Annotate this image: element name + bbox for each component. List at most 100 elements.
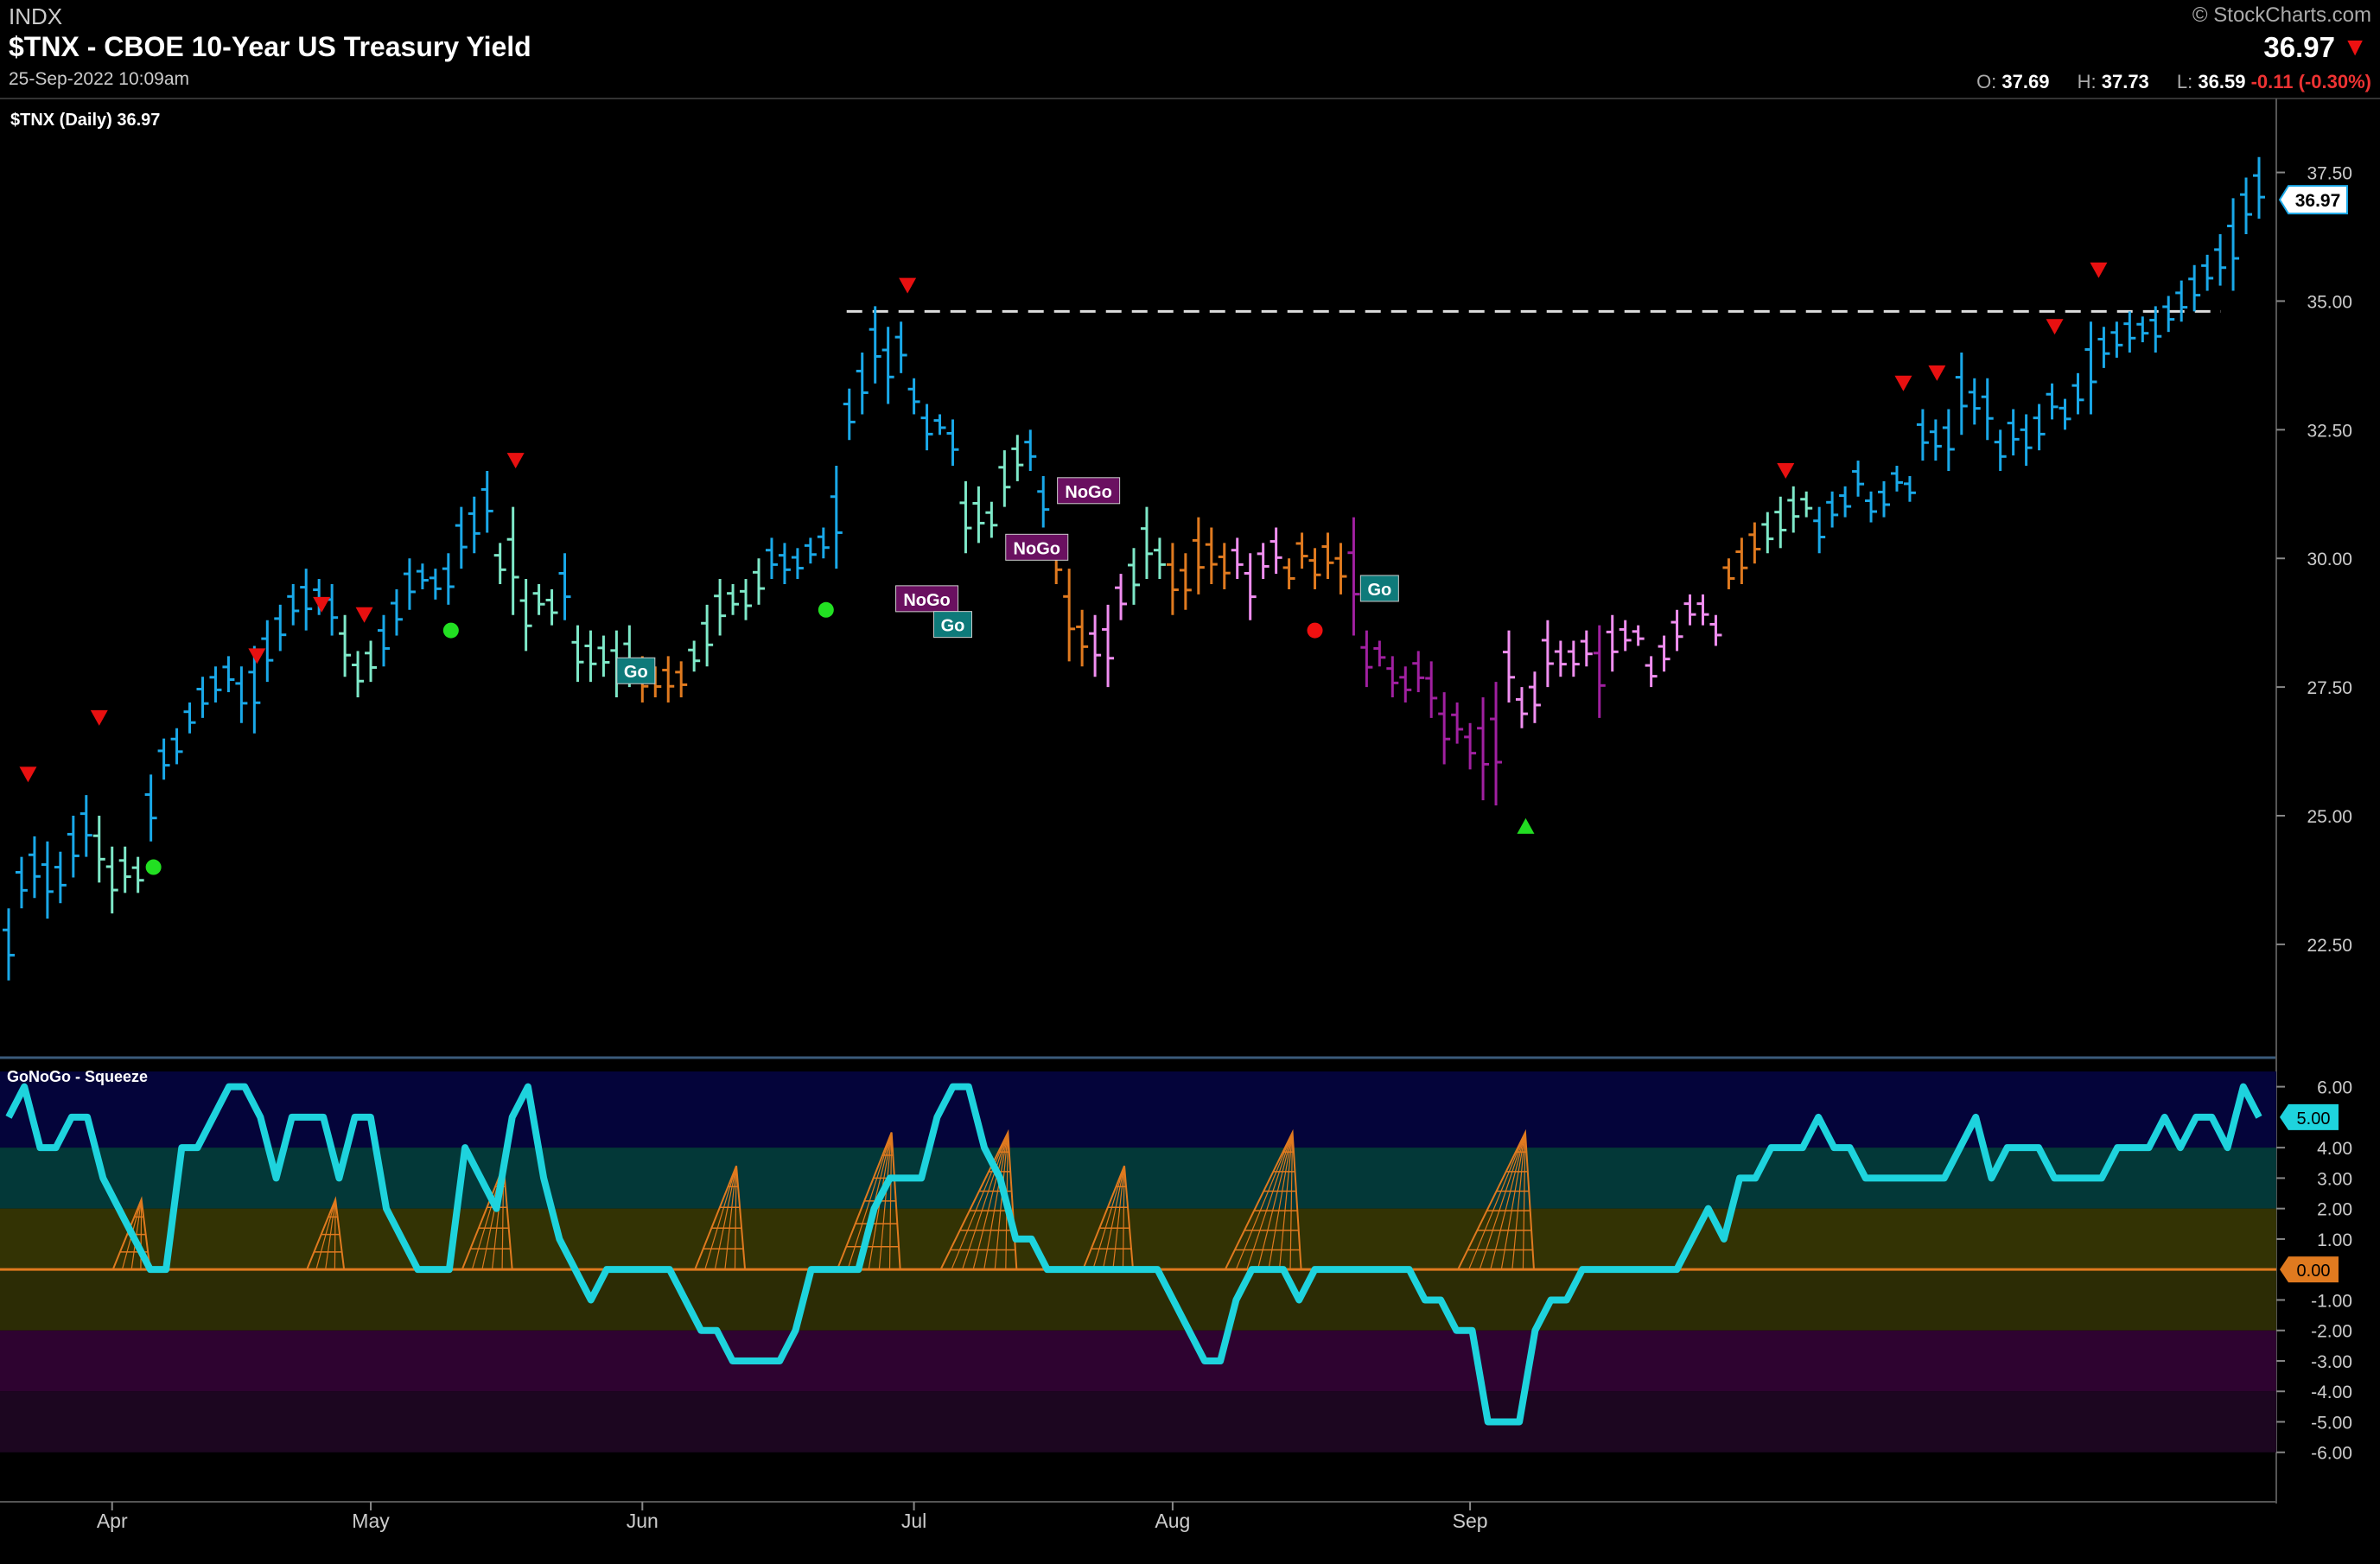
ohlc-bar [3, 908, 15, 981]
ohlc-bar [105, 846, 118, 914]
squeeze-cone-grid [734, 1166, 737, 1270]
ohlc-bar [1102, 604, 1115, 688]
ohlc-bar [183, 702, 196, 734]
ohlc-bar [2188, 264, 2201, 312]
nogo-label-box: NoGo [895, 585, 959, 613]
label-box-bg [895, 585, 959, 613]
ohlc-bar [2071, 372, 2084, 415]
ohlc-bar [274, 604, 287, 652]
sell-triangle-marker [90, 709, 108, 726]
ohlc-bar [2110, 321, 2123, 358]
ohlc-bar [1321, 532, 1334, 580]
squeeze-zone-band [0, 1330, 2276, 1392]
sell-triangle-marker [899, 277, 917, 294]
ohlc-bar [1399, 666, 1412, 703]
squeeze-cone-grid [1257, 1132, 1294, 1270]
squeeze-oscillator-line [5, 1083, 2262, 1426]
squeeze-value-tag-label: 5.00 [2297, 1109, 2331, 1128]
sell-triangle-marker [248, 648, 266, 664]
high-value: 37.73 [2101, 71, 2149, 92]
ohlc-bar [1658, 635, 1670, 672]
squeeze-cone-grid [888, 1132, 893, 1270]
ohlc-bar [1787, 486, 1800, 533]
ohlc-bar [1257, 543, 1270, 580]
price-tag-box [2278, 185, 2348, 215]
ohlc-bar [1503, 630, 1515, 703]
ohlc-bar [765, 537, 778, 580]
brand-label[interactable]: © StockCharts.com [2192, 3, 2371, 27]
squeeze-tick-label: -2.00 [2311, 1322, 2352, 1342]
ohlc-bar [1115, 574, 1128, 620]
ohlc-bar [2123, 311, 2136, 353]
label-box-text: Go [941, 617, 965, 636]
ohlc-bar [701, 604, 714, 667]
ohlc-bar [2136, 316, 2149, 343]
label-box-bg [932, 611, 972, 639]
price-tag-label: 36.97 [2295, 191, 2341, 211]
price-tick-label: 32.50 [2307, 421, 2352, 441]
ohlc-bar [727, 584, 740, 615]
ohlc-bar [1128, 548, 1140, 605]
ohlc-bar [196, 677, 209, 718]
squeeze-zero-tag-box [2280, 1256, 2339, 1283]
ohlc-bar [597, 635, 610, 677]
ohlc-bar [714, 579, 727, 636]
squeeze-cone-grid [1235, 1132, 1294, 1270]
squeeze-cone-grid [1500, 1132, 1526, 1270]
ohlc-bar [67, 816, 80, 878]
ohlc-bar [1425, 661, 1438, 718]
squeeze-cone-grid [1122, 1166, 1125, 1270]
ohlc-bar [1541, 620, 1554, 688]
ohlc-bar [1089, 614, 1102, 677]
ohlc-bar [92, 816, 105, 883]
ohlc-bar [1968, 378, 1981, 425]
ohlc-bar [1282, 558, 1295, 589]
ohlc-bar [740, 579, 753, 620]
ohlc-bar [571, 625, 584, 683]
price-tick-label: 35.00 [2307, 292, 2352, 312]
ohlc-bar [1606, 614, 1619, 672]
squeeze-cone-grid [1289, 1132, 1294, 1270]
ohlc-bar [1826, 491, 1839, 528]
label-box-bg [1359, 575, 1399, 602]
squeeze-tick-label: -3.00 [2311, 1352, 2352, 1372]
ohlc-bar [1011, 435, 1024, 481]
ohlc-bar [2046, 383, 2059, 420]
ohlc-bar [920, 404, 933, 451]
ohlc-bar [1140, 506, 1153, 580]
ohlc-bar [209, 666, 222, 703]
ohlc-bar [558, 553, 571, 620]
ohlc-bar [2020, 414, 2033, 467]
ohlc-bar [1761, 512, 1774, 554]
ohlc-bar [1166, 543, 1179, 615]
sell-triangle-marker [313, 596, 331, 613]
ohlc-bar [352, 651, 365, 698]
ohlc-bar [1386, 656, 1399, 698]
ohlc-bar [1619, 620, 1632, 652]
ohlc-bar [2240, 177, 2253, 235]
ohlc-bar [1916, 409, 1929, 461]
label-box-text: Go [1367, 581, 1391, 600]
ohlc-bar [1942, 409, 1955, 471]
ohlc-bar [2175, 280, 2188, 322]
price-tick-label: 25.00 [2307, 807, 2352, 827]
ohlc-bar [753, 558, 765, 605]
squeeze-cone-grid [1490, 1132, 1526, 1270]
price-tick-label: 27.50 [2307, 678, 2352, 698]
ohlc-bar [416, 563, 429, 589]
ohlc-bar [493, 543, 506, 584]
go-label-box: Go [932, 611, 972, 639]
ohlc-bar [365, 640, 378, 683]
squeeze-tick-label: 1.00 [2317, 1230, 2352, 1250]
ohlc-bar [1205, 527, 1218, 584]
ohlc-bar [1063, 569, 1076, 662]
ohlc-bar [1295, 532, 1308, 569]
ohlc-bar [881, 327, 894, 404]
exchange-label: INDX [9, 3, 63, 29]
squeeze-cone [1082, 1165, 1135, 1270]
ohlc-bar [1852, 461, 1865, 497]
squeeze-tick-label: 2.00 [2317, 1200, 2352, 1220]
ohlc-bar [1076, 609, 1089, 667]
squeeze-tick-label: 6.00 [2317, 1078, 2352, 1098]
